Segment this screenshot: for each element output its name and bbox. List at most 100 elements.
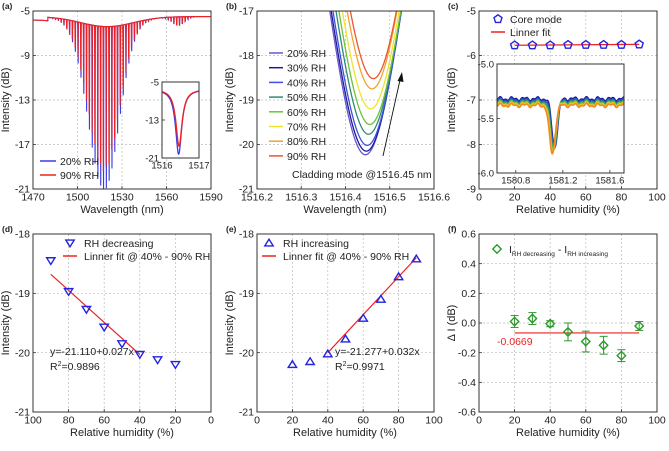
x-tick-label: 1517 <box>188 161 209 172</box>
r2-label: R <box>335 361 343 373</box>
y-axis-title-b: Intensity (dB) <box>224 68 236 133</box>
inset-line <box>497 101 624 154</box>
x-tick-label: 1516.3 <box>285 192 317 204</box>
y-tick-label: -21 <box>239 407 254 419</box>
plot-frame <box>496 63 625 174</box>
spectrum-line <box>332 11 403 147</box>
y-tick-label: -21 <box>239 184 254 196</box>
r2-label: R <box>50 361 58 373</box>
legend-label: 50% RH <box>287 92 326 104</box>
plot-frame <box>478 233 658 413</box>
legend-marker <box>263 237 275 247</box>
y-tick-label: -20 <box>15 347 30 359</box>
r2-superscript: 2 <box>58 361 62 368</box>
panel-label-a: (a) <box>2 1 13 11</box>
x-tick-label: 80 <box>616 415 628 427</box>
y-tick-label: -20 <box>239 139 254 151</box>
x-tick-label: 0 <box>254 415 260 427</box>
data-point <box>322 348 334 358</box>
y-tick-label: -18 <box>15 229 30 241</box>
data-point <box>393 271 405 281</box>
spectrum-line <box>330 11 403 152</box>
plot-content <box>509 39 645 50</box>
plot-frame <box>478 10 658 190</box>
legend-label: 30% RH <box>287 63 326 75</box>
data-point <box>134 350 146 360</box>
plot-area <box>33 234 211 412</box>
panel-label-d: (d) <box>2 224 13 234</box>
y-tick-label: -13 <box>15 95 30 107</box>
x-tick-label: 40 <box>544 415 556 427</box>
plot-frame <box>32 233 212 413</box>
y-tick-label: -19 <box>15 288 30 300</box>
y-tick-label: -6 <box>467 50 476 62</box>
plot-frame <box>256 233 435 413</box>
data-point <box>357 313 369 322</box>
y-tick-label: 0.2 <box>461 288 476 300</box>
y-tick-label: -5 <box>21 6 30 18</box>
inset-line <box>497 102 624 155</box>
y-tick-label: -8 <box>467 139 476 151</box>
legend-label: 70% RH <box>287 122 326 134</box>
data-point <box>286 359 298 369</box>
data-point <box>580 39 591 49</box>
plot-content <box>162 90 199 156</box>
legend-text: I <box>509 244 512 256</box>
y-tick-label: 0.4 <box>461 258 476 270</box>
y-tick-label: -13 <box>145 115 159 126</box>
legend-label: 90% RH <box>60 170 99 182</box>
chart-text: (a) Wavelength (nm) Intensity (dB) 20% R… <box>0 1 620 439</box>
plot-content <box>497 95 624 155</box>
legend-label: Linner fit @ 40% - 90% RH <box>283 251 409 263</box>
fit-equation: y=-21.110+0.027x <box>50 346 135 358</box>
arrow-head-icon <box>397 72 404 82</box>
data-point <box>545 40 556 50</box>
spectrum-line <box>335 11 402 135</box>
plot-area <box>257 234 434 412</box>
data-point <box>169 360 181 370</box>
panel-geometry: 0 20 40 60 80 100 -21 -20 -19 -18 <box>239 229 443 427</box>
panel-geometry: 1580.8 1581.2 1581.6 -6.0 -5.5 -5.0 <box>478 59 625 187</box>
r-squared: R2=0.9896 <box>50 361 100 373</box>
panel-geometry: 1516.2 1516.3 1516.4 1516.5 1516.6 -21 -20 -19 -… <box>239 6 450 204</box>
x-tick-label: 100 <box>24 415 42 427</box>
spectrum-line <box>338 11 402 126</box>
data-point <box>616 350 627 361</box>
panel-label-c: (c) <box>448 1 459 11</box>
data-point <box>375 294 387 303</box>
x-tick-label: 1581.6 <box>595 176 624 187</box>
legend-label: Linner fit @ 40% - 90% RH <box>84 251 210 263</box>
y-tick-label: -6.0 <box>478 168 494 179</box>
legend-label: 90% RH <box>287 151 326 163</box>
y-tick-label: -21 <box>145 153 159 164</box>
plot-content <box>509 312 645 363</box>
y-tick-label: -0.6 <box>458 407 476 419</box>
x-axis-title-d: Relative humidity (%) <box>70 427 174 439</box>
x-tick-label: 60 <box>580 415 592 427</box>
data-point <box>304 356 316 366</box>
mean-value-label: -0.0669 <box>497 336 533 348</box>
plot-frame <box>32 10 212 190</box>
y-tick-label: -18 <box>239 50 254 62</box>
x-tick-label: 1516 <box>151 161 172 172</box>
y-axis-title-c: Intensity (dB) <box>446 68 458 133</box>
y-axis-title-a: Intensity (dB) <box>0 68 12 133</box>
x-tick-label: 1500 <box>66 192 90 204</box>
y-tick-label: -21 <box>15 407 30 419</box>
x-tick-label: 40 <box>134 415 146 427</box>
legend-label: 80% RH <box>287 136 326 148</box>
x-tick-label: 80 <box>393 415 405 427</box>
legend-marker <box>491 243 503 255</box>
spectrum-line <box>329 11 402 156</box>
x-tick-label: 40 <box>322 415 334 427</box>
data-point <box>80 305 92 315</box>
plot-content <box>286 253 422 369</box>
legend-label: IRH decreasing - IRH increasing <box>509 244 608 258</box>
data-point <box>509 316 520 327</box>
data-point <box>616 39 627 49</box>
legend-label: 60% RH <box>287 107 326 119</box>
x-tick-label: 80 <box>616 192 628 204</box>
r-squared: R2=0.9971 <box>335 361 385 373</box>
data-point <box>562 326 574 338</box>
